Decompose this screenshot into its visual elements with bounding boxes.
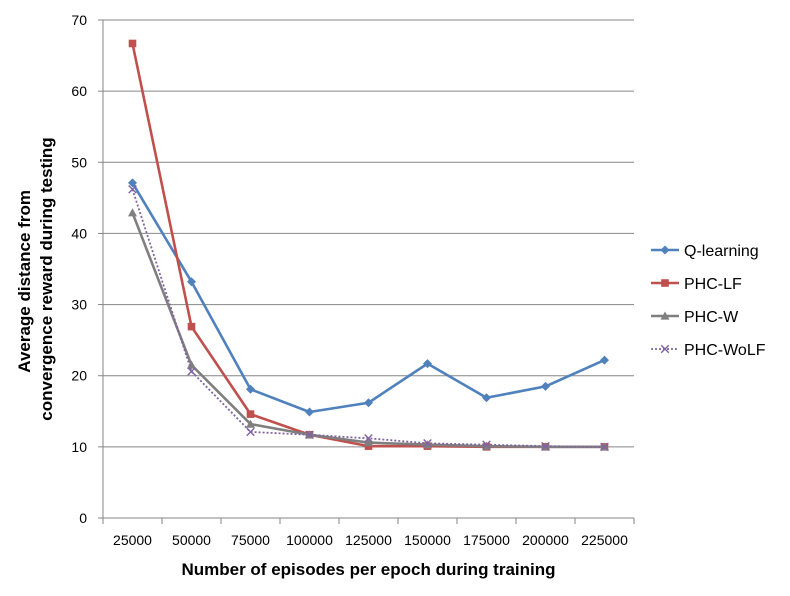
y-axis-title-line-2: convergence reward during testing [37,137,56,420]
legend-entry: PHC-LF [651,276,742,293]
y-tick-labels: 0 10 20 30 40 50 60 70 [71,12,87,526]
data-point [305,407,314,417]
legend-label: PHC-WoLF [684,342,766,359]
data-point [541,381,550,391]
data-point [364,398,373,408]
series-line [131,43,605,449]
data-point [423,439,432,448]
legend-marker [660,344,670,354]
data-point [600,442,609,452]
legend-label: Q-learning [684,243,759,260]
series-line [131,212,605,449]
data-point [364,434,373,443]
data-point [128,178,137,188]
y-tick-label: 70 [71,12,87,28]
legend-label: PHC-W [684,309,739,326]
axes [98,19,635,524]
data-point [246,419,255,428]
x-tick-label: 75000 [231,532,270,548]
x-tick-label: 175000 [463,532,510,548]
data-point [305,430,314,440]
y-tick-label: 60 [71,83,87,99]
y-axis-title: Average distance from convergence reward… [15,137,56,420]
y-axis-title-line-1: Average distance from [15,190,34,373]
data-point [541,441,550,451]
series [128,39,609,452]
data-point [187,277,196,287]
data-point [128,185,137,194]
data-point [246,410,255,418]
x-tick-label: 150000 [404,532,451,548]
y-tick-label: 30 [71,297,87,313]
data-point [128,39,137,48]
legend-marker [660,245,670,255]
x-tick-labels: 25000 50000 75000 100000 125000 150000 175000 2… [113,532,628,548]
data-point [423,359,432,369]
y-tick-label: 0 [79,510,87,526]
series-phc-w [128,208,609,451]
legend: Q-learning PHC-LF PHC-W PHC-WoLF [651,243,766,359]
legend-entry: PHC-W [651,309,739,326]
data-point [482,393,491,403]
data-point [128,208,137,217]
y-tick-label: 40 [71,225,87,241]
x-tick-label: 200000 [522,532,569,548]
y-tick-label: 20 [71,368,87,384]
data-point [600,355,609,365]
series-line [131,189,605,448]
data-point [246,384,255,394]
data-point [187,360,196,369]
x-axis-title: Number of episodes per epoch during trai… [181,560,555,579]
legend-entry: Q-learning [651,243,759,260]
legend-label: PHC-LF [684,276,742,293]
data-point [187,322,196,331]
x-tick-label: 125000 [345,532,392,548]
x-tick-label: 50000 [172,532,211,548]
series-q-learning [128,178,609,417]
x-tick-label: 100000 [286,532,333,548]
y-tick-label: 50 [71,154,87,170]
legend-entry: PHC-WoLF [651,342,766,359]
legend-marker [660,311,670,320]
legend-marker [661,279,669,287]
data-point [482,440,491,450]
data-point [187,367,196,376]
data-point [246,427,255,437]
gridlines [103,19,634,448]
data-point [364,438,373,447]
x-tick-label: 25000 [113,532,152,548]
y-tick-label: 10 [71,439,87,455]
x-tick-label: 225000 [581,532,628,548]
series-phc-wolf [128,185,609,452]
